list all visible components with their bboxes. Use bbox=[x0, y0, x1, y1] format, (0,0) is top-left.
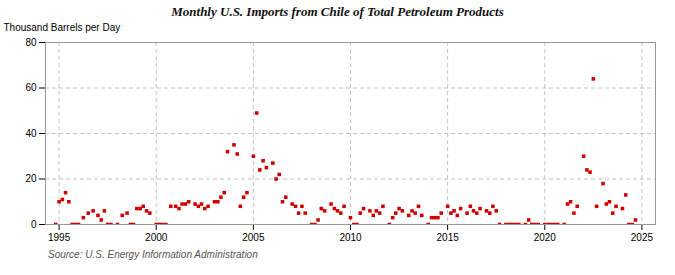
svg-text:40: 40 bbox=[25, 128, 37, 139]
html-text:Source: U.S. Energy Informatio: Source: U.S. Energy Information Administ… bbox=[48, 249, 258, 260]
svg-text:60: 60 bbox=[25, 82, 37, 93]
svg-text:Thousand Barrels per Day: Thousand Barrels per Day bbox=[4, 22, 121, 33]
svg-text:2005: 2005 bbox=[242, 232, 265, 243]
svg-text:2010: 2010 bbox=[339, 232, 362, 243]
html-text:Monthly U.S. Imports from Chil: Monthly U.S. Imports from Chile of Total… bbox=[171, 4, 504, 19]
svg-text:20: 20 bbox=[25, 173, 37, 184]
svg-text:80: 80 bbox=[25, 37, 37, 48]
svg-text:1995: 1995 bbox=[48, 232, 71, 243]
svg-text:0: 0 bbox=[31, 219, 37, 230]
svg-text:2020: 2020 bbox=[534, 232, 557, 243]
svg-text:2015: 2015 bbox=[437, 232, 460, 243]
svg-text:2000: 2000 bbox=[145, 232, 168, 243]
svg-text:2025: 2025 bbox=[631, 232, 654, 243]
